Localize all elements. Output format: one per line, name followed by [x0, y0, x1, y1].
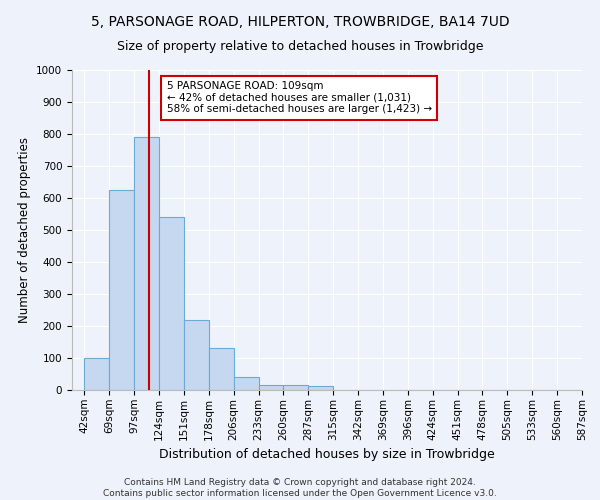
Bar — [109, 190, 134, 390]
Bar — [234, 376, 259, 390]
Text: 5, PARSONAGE ROAD, HILPERTON, TROWBRIDGE, BA14 7UD: 5, PARSONAGE ROAD, HILPERTON, TROWBRIDGE… — [91, 15, 509, 29]
Bar — [134, 137, 159, 390]
Bar — [85, 358, 109, 390]
Bar — [159, 217, 184, 390]
Bar — [259, 384, 283, 390]
X-axis label: Distribution of detached houses by size in Trowbridge: Distribution of detached houses by size … — [159, 448, 495, 461]
Bar — [184, 320, 209, 390]
Bar — [283, 384, 308, 390]
Text: Size of property relative to detached houses in Trowbridge: Size of property relative to detached ho… — [117, 40, 483, 53]
Y-axis label: Number of detached properties: Number of detached properties — [17, 137, 31, 323]
Text: 5 PARSONAGE ROAD: 109sqm
← 42% of detached houses are smaller (1,031)
58% of sem: 5 PARSONAGE ROAD: 109sqm ← 42% of detach… — [167, 81, 431, 114]
Text: Contains HM Land Registry data © Crown copyright and database right 2024.
Contai: Contains HM Land Registry data © Crown c… — [103, 478, 497, 498]
Bar — [308, 386, 333, 390]
Bar — [209, 348, 234, 390]
